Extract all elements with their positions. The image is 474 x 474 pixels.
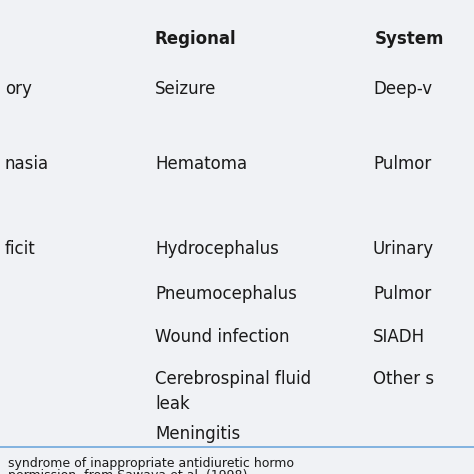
Text: permission, from Sawaya et al. (1998).: permission, from Sawaya et al. (1998). xyxy=(8,469,251,474)
Text: Pneumocephalus: Pneumocephalus xyxy=(155,285,297,303)
Text: Deep-v: Deep-v xyxy=(373,80,432,98)
Text: Regional: Regional xyxy=(155,30,237,48)
Text: ficit: ficit xyxy=(5,240,36,258)
Text: Urinary: Urinary xyxy=(373,240,434,258)
Text: Wound infection: Wound infection xyxy=(155,328,290,346)
Text: System: System xyxy=(375,30,445,48)
Text: ory: ory xyxy=(5,80,32,98)
Text: SIADH: SIADH xyxy=(373,328,425,346)
Text: Meningitis: Meningitis xyxy=(155,425,240,443)
Text: syndrome of inappropriate antidiuretic hormo: syndrome of inappropriate antidiuretic h… xyxy=(8,457,294,470)
Text: Other s: Other s xyxy=(373,370,434,388)
Text: Seizure: Seizure xyxy=(155,80,216,98)
Text: Pulmor: Pulmor xyxy=(373,285,431,303)
Text: Pulmor: Pulmor xyxy=(373,155,431,173)
Text: Hematoma: Hematoma xyxy=(155,155,247,173)
Text: Cerebrospinal fluid
leak: Cerebrospinal fluid leak xyxy=(155,370,311,413)
Text: nasia: nasia xyxy=(5,155,49,173)
Text: Hydrocephalus: Hydrocephalus xyxy=(155,240,279,258)
